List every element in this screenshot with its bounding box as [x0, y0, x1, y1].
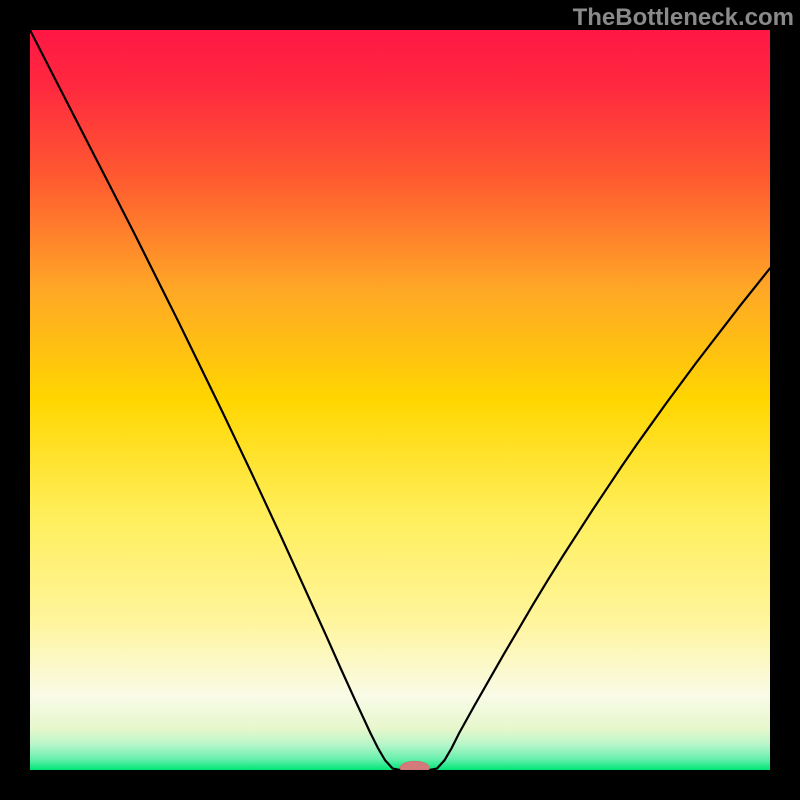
- chart-svg-overlay: [30, 30, 770, 770]
- bottleneck-chart: TheBottleneck.com: [0, 0, 800, 800]
- optimal-marker: [400, 761, 430, 770]
- plot-area: [30, 30, 770, 770]
- watermark-text: TheBottleneck.com: [573, 4, 794, 32]
- bottleneck-curve: [30, 30, 770, 770]
